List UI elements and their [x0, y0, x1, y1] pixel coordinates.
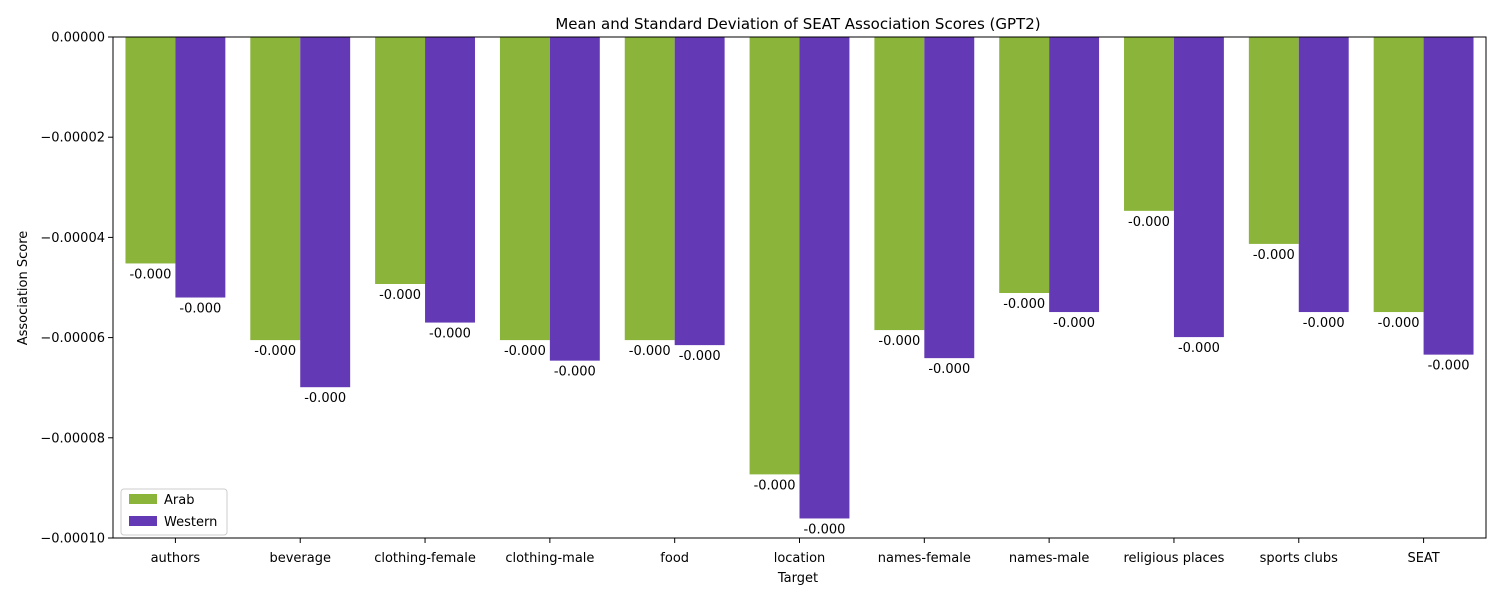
bars-layer [125, 37, 1474, 519]
bar-western-10 [1423, 37, 1474, 355]
legend: Arab Western [120, 488, 228, 536]
bar-label-western-1: -0.000 [304, 391, 346, 406]
bar-label-arab-6: -0.000 [878, 334, 920, 349]
bar-western-0 [175, 37, 226, 298]
y-tick-label: 0.00000 [51, 31, 105, 46]
y-axis: 0.00000 −0.00002 −0.00004 −0.00006 −0.00008 −… [40, 31, 113, 547]
bar-label-arab-5: -0.000 [754, 478, 796, 493]
bar-arab-3 [499, 37, 550, 341]
x-tick-label: clothing-female [374, 551, 476, 566]
bar-western-3 [549, 37, 600, 361]
x-tick-label: clothing-male [505, 551, 594, 566]
y-axis-label: Association Score [16, 231, 31, 346]
bar-arab-1 [250, 37, 301, 341]
x-tick-label: religious places [1123, 551, 1224, 566]
legend-label-arab: Arab [164, 493, 194, 508]
bar-arab-8 [1124, 37, 1174, 211]
bar-arab-7 [999, 37, 1050, 294]
x-axis: authors beverage clothing-female clothing-m… [151, 538, 1440, 566]
bar-label-arab-10: -0.000 [1378, 316, 1420, 331]
x-tick-label: sports clubs [1260, 551, 1339, 566]
bar-arab-5 [749, 37, 800, 475]
bar-arab-10 [1373, 37, 1424, 313]
bar-label-arab-4: -0.000 [629, 344, 671, 359]
legend-swatch-western [129, 516, 157, 526]
y-tick-label: −0.00008 [40, 431, 105, 446]
x-axis-label: Target [777, 571, 818, 586]
bar-western-2 [425, 37, 475, 323]
bar-label-western-6: -0.000 [928, 362, 970, 377]
x-tick-label: authors [151, 551, 201, 566]
bar-label-western-7: -0.000 [1053, 316, 1095, 331]
bar-arab-4 [624, 37, 675, 341]
legend-label-western: Western [164, 515, 217, 530]
y-tick-label: −0.00002 [40, 131, 105, 146]
bar-arab-0 [125, 37, 176, 264]
bar-label-western-8: -0.000 [1178, 341, 1220, 356]
bar-label-arab-9: -0.000 [1253, 248, 1295, 263]
x-tick-label: names-male [1009, 551, 1090, 566]
bar-label-western-3: -0.000 [554, 365, 596, 380]
y-tick-label: −0.00010 [40, 532, 105, 547]
bar-label-western-4: -0.000 [679, 349, 721, 364]
bar-western-6 [924, 37, 975, 359]
bar-arab-2 [375, 37, 426, 284]
x-tick-label: SEAT [1407, 551, 1439, 566]
bar-arab-6 [874, 37, 925, 331]
bar-western-8 [1173, 37, 1224, 338]
bar-label-arab-8: -0.000 [1128, 215, 1170, 230]
x-tick-label: beverage [269, 551, 331, 566]
y-tick-label: −0.00006 [40, 331, 105, 346]
bar-labels-layer: -0.000 -0.000 -0.000 -0.000 -0.000 -0.000 -0.0… [129, 215, 1469, 538]
bar-arab-9 [1248, 37, 1299, 244]
bar-western-1 [300, 37, 351, 388]
bar-label-arab-0: -0.000 [129, 267, 171, 282]
x-tick-label: food [660, 551, 689, 566]
x-tick-label: names-female [878, 551, 971, 566]
bar-label-arab-2: -0.000 [379, 288, 421, 303]
bar-western-9 [1298, 37, 1349, 313]
bar-western-7 [1049, 37, 1100, 313]
legend-swatch-arab [129, 494, 157, 504]
bar-label-arab-1: -0.000 [254, 344, 296, 359]
bar-label-western-10: -0.000 [1428, 359, 1470, 374]
bar-label-western-2: -0.000 [429, 327, 471, 342]
plot-frame [112, 36, 1487, 539]
bar-label-western-0: -0.000 [179, 302, 221, 317]
bar-label-western-9: -0.000 [1303, 316, 1345, 331]
bar-label-arab-3: -0.000 [504, 344, 546, 359]
bar-label-western-5: -0.000 [803, 522, 845, 537]
bar-western-5 [799, 37, 850, 519]
chart-title: Mean and Standard Deviation of SEAT Asso… [555, 15, 1040, 33]
bar-label-arab-7: -0.000 [1003, 297, 1045, 312]
bar-western-4 [674, 37, 725, 346]
x-tick-label: location [774, 551, 826, 566]
y-tick-label: −0.00004 [40, 231, 105, 246]
